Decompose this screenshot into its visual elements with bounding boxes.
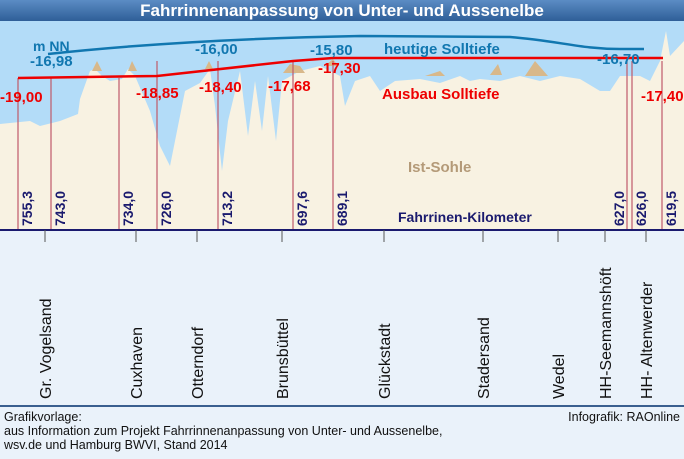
place-label: Otterndorf: [190, 326, 207, 399]
km-label: 734,0: [120, 191, 136, 226]
km-label: 743,0: [52, 191, 68, 226]
planned-depth-label: -17,30: [318, 60, 361, 77]
river-bed: [0, 31, 684, 231]
legend-planned: Ausbau Solltiefe: [382, 86, 500, 103]
current-depth-label: -16,70: [597, 51, 640, 68]
legend-bed: Ist-Sohle: [408, 159, 471, 176]
place-label: HH-Seemannshöft: [598, 267, 615, 399]
km-label: 755,3: [19, 191, 35, 226]
unit-label: m NN: [33, 38, 70, 54]
planned-depth-line: [17, 56, 663, 80]
planned-depth-label: -17,40: [641, 88, 684, 105]
km-label: 726,0: [158, 191, 174, 226]
planned-depth-label: -18,40: [199, 79, 242, 96]
labels: m NN -16,98 -16,00 -15,80 -16,70 heutige…: [0, 38, 684, 225]
current-depth-line: [47, 34, 644, 56]
place-label: Gr. Vogelsand: [38, 298, 55, 399]
km-markers: 755,3 743,0 734,0 726,0 713,2 697,6 689,1 627,0…: [17, 61, 679, 230]
depth-profile-diagram: 755,3 743,0 734,0 726,0 713,2 697,6 689,1 627,0…: [0, 21, 684, 399]
place-label: HH- Altenwerder: [639, 281, 656, 399]
footer-line: Grafikvorlage:: [4, 410, 82, 424]
footer-line: aus Information zum Projekt Fahrrinnenan…: [4, 424, 443, 438]
planned-depth-label: -19,00: [0, 89, 43, 106]
credit: Infografik: RAOnline: [568, 410, 680, 424]
axis-title: Fahrrinen-Kilometer: [398, 209, 532, 225]
current-depth-label: -15,80: [310, 42, 353, 59]
planned-depth-label: -18,85: [136, 85, 179, 102]
planned-depth-label: -17,68: [268, 78, 311, 95]
current-depth-label: -16,98: [30, 53, 73, 70]
place-ticks: Gr. Vogelsand Cuxhaven Otterndorf Brunsbütt…: [38, 230, 656, 399]
place-label: Cuxhaven: [129, 327, 146, 399]
km-label: 619,5: [663, 191, 679, 226]
footer-line: wsv.de und Hamburg BWVI, Stand 2014: [4, 438, 228, 452]
place-label: Stadersand: [476, 317, 493, 399]
km-label: 713,2: [219, 191, 235, 226]
legend-current: heutige Solltiefe: [384, 41, 500, 58]
km-label: 627,0: [611, 191, 627, 226]
place-label: Glückstadt: [377, 323, 394, 399]
footer: Grafikvorlage: aus Information zum Proje…: [0, 405, 684, 455]
place-label: Brunsbüttel: [275, 318, 292, 399]
km-label: 626,0: [633, 191, 649, 226]
km-label: 689,1: [334, 191, 350, 226]
km-label: 697,6: [294, 191, 310, 226]
chart-title: Fahrrinnenanpassung von Unter- und Ausse…: [0, 0, 684, 21]
current-depth-label: -16,00: [195, 41, 238, 58]
place-label: Wedel: [551, 354, 568, 399]
